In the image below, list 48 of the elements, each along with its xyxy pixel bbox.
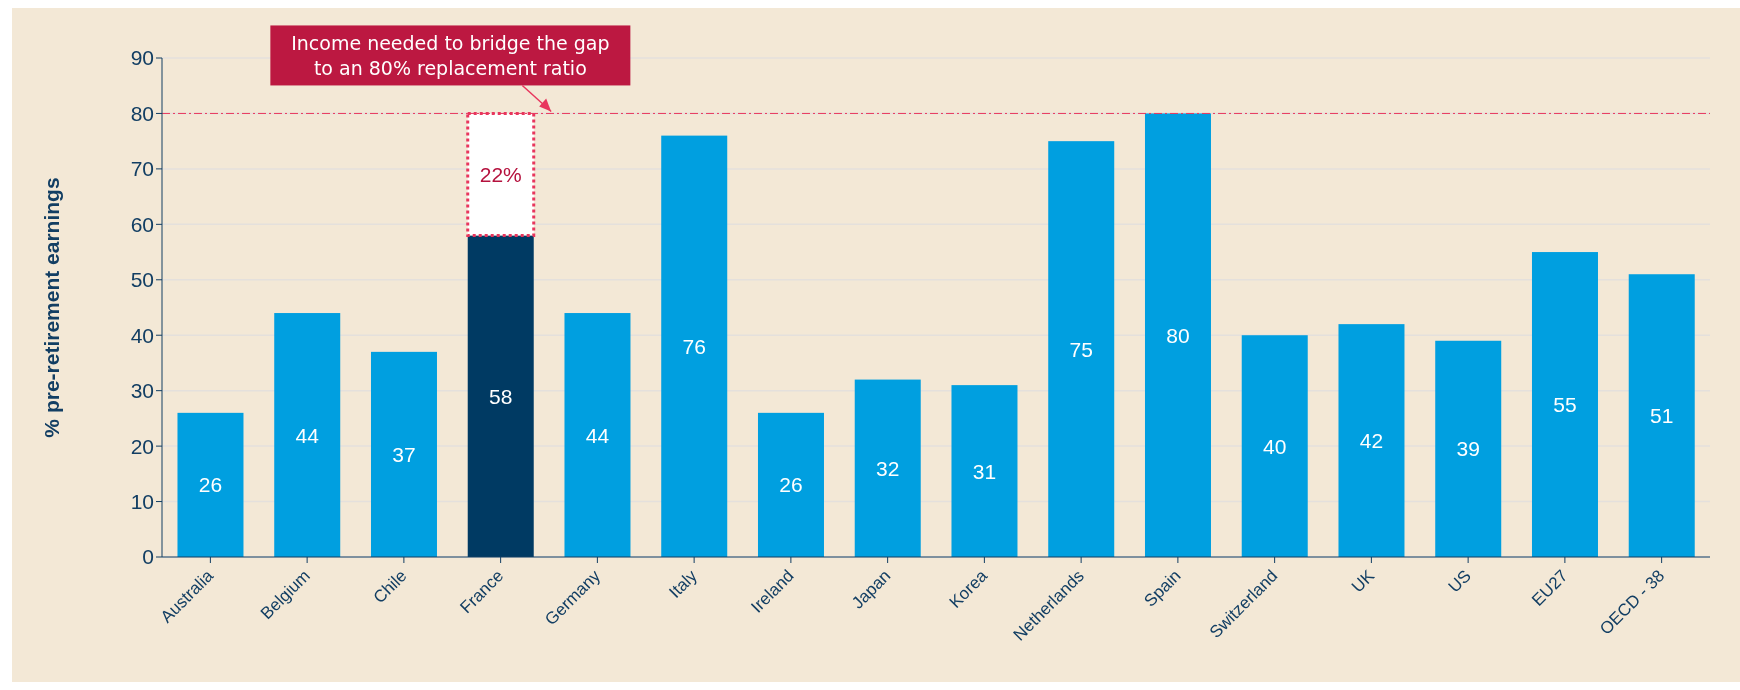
data-label: 37 xyxy=(392,442,416,466)
y-tick-label: 40 xyxy=(130,323,154,347)
x-tick-label: US xyxy=(1444,566,1475,597)
data-label: 32 xyxy=(876,456,900,480)
bar xyxy=(1628,274,1695,557)
y-tick-label: 80 xyxy=(130,101,154,125)
data-label: 31 xyxy=(972,459,997,483)
data-label: 55 xyxy=(1553,393,1577,417)
bar xyxy=(1241,335,1308,557)
data-label: 75 xyxy=(1069,337,1093,361)
bar xyxy=(1435,340,1502,557)
bar xyxy=(177,412,244,557)
data-label: 22% xyxy=(479,162,522,186)
ref-line-label: Income needed to bridge the gap to an 80% replacement ratio xyxy=(291,31,610,79)
data-label: 44 xyxy=(295,423,320,447)
data-label: 80 xyxy=(1166,323,1190,347)
bar xyxy=(1048,141,1115,557)
bar xyxy=(1144,113,1211,557)
y-tick-label: 10 xyxy=(130,490,154,514)
x-tick-label: Italy xyxy=(665,565,702,602)
data-label: 40 xyxy=(1263,434,1287,458)
bar xyxy=(564,313,631,557)
bar xyxy=(467,235,534,557)
bar xyxy=(1531,252,1598,557)
bar xyxy=(274,313,341,557)
bar xyxy=(370,351,437,557)
y-tick-label: 70 xyxy=(130,157,154,181)
data-label: 42 xyxy=(1359,429,1384,453)
data-label: 44 xyxy=(585,423,610,447)
data-label: 51 xyxy=(1650,404,1674,428)
bar xyxy=(661,135,728,557)
y-tick-label: 90 xyxy=(130,46,154,70)
data-label: 39 xyxy=(1456,437,1480,461)
y-tick-label: 20 xyxy=(130,434,154,458)
data-label: 26 xyxy=(198,473,223,497)
bar xyxy=(854,379,921,557)
bar xyxy=(1338,324,1405,557)
bar xyxy=(951,385,1018,557)
data-label: 76 xyxy=(682,334,706,358)
bar xyxy=(757,412,824,557)
data-label: 58 xyxy=(489,384,513,408)
data-label: 26 xyxy=(779,473,803,497)
y-tick-label: 30 xyxy=(130,379,154,403)
y-tick-label: 60 xyxy=(130,212,154,236)
y-axis-title: % pre-retirement earnings xyxy=(40,177,64,438)
y-tick-label: 50 xyxy=(130,268,154,292)
y-tick-label: 0 xyxy=(142,545,154,569)
x-tick-label: UK xyxy=(1347,565,1379,597)
